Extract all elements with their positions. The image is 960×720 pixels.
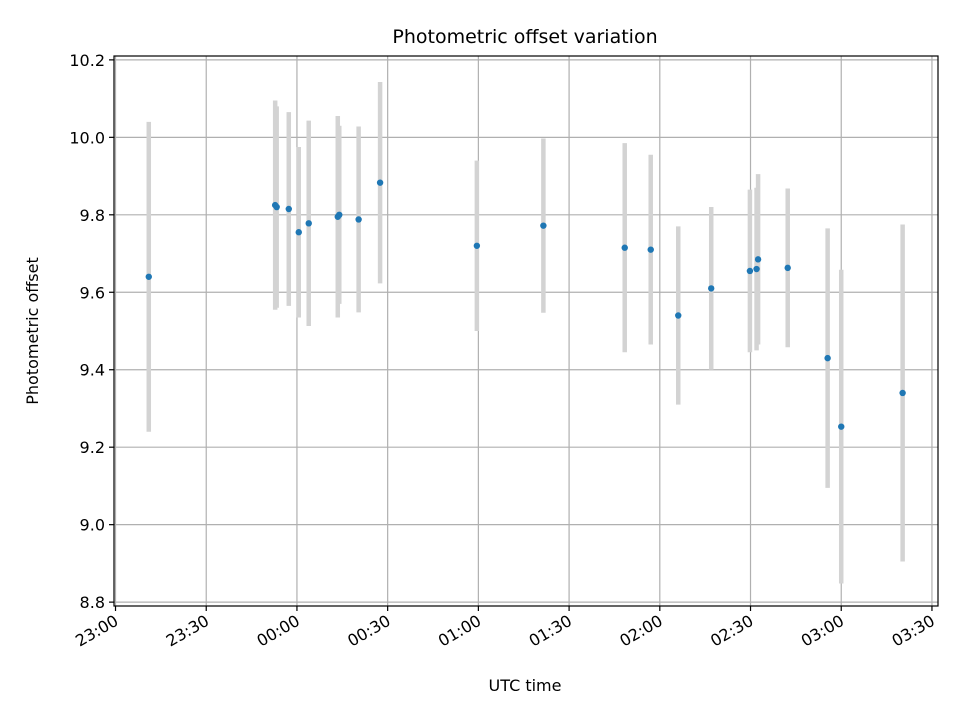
- y-tick-label: 9.6: [80, 283, 105, 302]
- data-point: [675, 312, 682, 319]
- data-point: [754, 256, 762, 263]
- y-tick-label: 9.2: [80, 438, 105, 457]
- data-point: [753, 265, 760, 273]
- y-tick-label: 10.0: [69, 128, 105, 147]
- data-point: [824, 354, 831, 362]
- data-point: [145, 273, 152, 280]
- plot-frame: [113, 55, 939, 607]
- y-tick-label: 9.0: [80, 516, 105, 535]
- data-point: [746, 267, 754, 275]
- data-point: [305, 220, 312, 227]
- data-point: [273, 203, 280, 211]
- data-point: [376, 179, 384, 186]
- data-point: [784, 264, 791, 272]
- data-points: [145, 179, 906, 430]
- y-tick-label: 9.4: [80, 361, 105, 380]
- chart-title: Photometric offset variation: [392, 26, 657, 48]
- data-point: [708, 285, 715, 292]
- y-axis-label: Photometric offset: [23, 257, 42, 405]
- y-tick-label: 10.2: [69, 51, 105, 70]
- data-point: [647, 246, 654, 253]
- data-point: [621, 244, 628, 251]
- y-axis-ticks: 8.8 9.0 9.2 9.4 9.6 9.8 10.0 10.2: [69, 51, 114, 612]
- data-point: [899, 389, 906, 397]
- data-point: [838, 423, 845, 430]
- y-tick-label: 9.8: [80, 206, 105, 225]
- grid: [114, 56, 938, 606]
- data-point: [336, 211, 343, 219]
- y-tick-label: 8.8: [80, 593, 105, 612]
- data-point: [540, 222, 547, 229]
- data-point: [285, 205, 292, 213]
- data-point: [295, 229, 302, 236]
- data-point: [473, 242, 481, 249]
- data-point: [355, 216, 362, 223]
- x-axis-label: UTC time: [489, 676, 562, 695]
